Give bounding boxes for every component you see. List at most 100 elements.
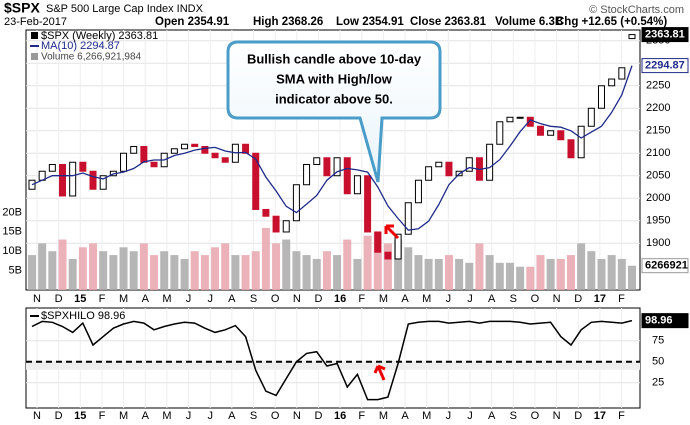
candle	[414, 179, 422, 204]
annotation: indicator above 50.	[275, 91, 393, 106]
annotation: Bullish candle above 10-day	[247, 51, 422, 66]
candle	[221, 157, 229, 163]
volume-bar	[577, 243, 586, 290]
candle	[69, 161, 77, 197]
x-tick-label: F	[358, 293, 365, 305]
volume-bar	[231, 255, 240, 290]
y-tick-label: 1950	[646, 215, 670, 227]
candle	[506, 116, 514, 123]
x-tick-label: J	[186, 410, 192, 422]
x-tick-label: A	[488, 293, 496, 305]
volume-bar	[28, 255, 36, 290]
y-tick-label: 2000	[646, 192, 670, 204]
volume-bar	[170, 255, 179, 290]
candle	[242, 143, 250, 154]
x-tick-label: 16	[334, 293, 346, 305]
x-tick-label: N	[293, 410, 301, 422]
header-stat: High 2368.26	[253, 16, 323, 28]
volume-bar	[292, 251, 301, 290]
callout	[226, 40, 442, 183]
indicator-panel	[25, 307, 641, 409]
date: 23-Feb-2017	[4, 16, 67, 28]
last-value-box	[641, 313, 689, 329]
volume-bar	[444, 255, 453, 290]
volume-bar	[373, 231, 382, 290]
x-tick-label: J	[467, 410, 473, 422]
candle	[252, 152, 260, 210]
ma-line	[31, 65, 633, 231]
x-tick-label: S	[250, 293, 257, 305]
x-tick-label: N	[553, 410, 561, 422]
volume-bar	[363, 235, 372, 290]
volume-bar	[587, 251, 596, 290]
x-tick-label: N	[553, 293, 561, 305]
volume-bar	[119, 247, 128, 290]
volume-bar	[597, 258, 606, 290]
x-tick-label: J	[207, 410, 213, 422]
x-tick-label: J	[186, 293, 192, 305]
header-stat: Open 2354.91	[155, 16, 230, 28]
candle	[547, 130, 555, 136]
y-tick-label: 25	[652, 377, 664, 389]
candle	[618, 67, 626, 80]
candle	[130, 146, 138, 154]
x-tick-label: M	[422, 293, 431, 305]
candle	[404, 202, 412, 235]
volume-bar	[99, 251, 108, 290]
x-tick-label: A	[142, 410, 150, 422]
volume-bar	[160, 251, 169, 290]
candle	[48, 163, 56, 172]
x-tick-label: M	[379, 293, 388, 305]
candle	[445, 161, 453, 177]
header-stat: Chg +12.65 (+0.54%)	[556, 16, 667, 28]
candle	[99, 175, 107, 190]
legend: $SPXHILO 98.96	[41, 310, 125, 322]
y-tick-label: 75	[652, 335, 664, 347]
candle	[526, 116, 534, 127]
x-tick-label: 15	[74, 293, 86, 305]
candle	[262, 208, 270, 217]
volume-bar	[200, 255, 209, 290]
candle	[333, 157, 341, 177]
last-value-label: 6266921	[645, 260, 688, 272]
candle	[374, 231, 382, 253]
header-stat: Low 2354.91	[336, 16, 404, 28]
x-tick-label: O	[531, 410, 540, 422]
candle	[303, 163, 311, 186]
candle	[567, 139, 575, 159]
title: $SPX	[4, 0, 40, 16]
volume-bar	[465, 262, 474, 290]
x-tick-label: N	[293, 293, 301, 305]
volume-bar	[424, 258, 433, 290]
candle	[394, 233, 402, 260]
x-tick-label: D	[314, 293, 322, 305]
volume-tick-label: 20B	[2, 206, 22, 218]
y-tick-label: 2200	[646, 102, 670, 114]
x-tick-label: D	[574, 410, 582, 422]
volume-bar	[241, 255, 250, 290]
volume-bar	[211, 247, 220, 290]
arrow	[373, 364, 386, 381]
volume-bar	[383, 243, 392, 290]
volume-tick-label: 15B	[2, 226, 22, 238]
candle	[465, 157, 473, 172]
y-tick-label: 2050	[646, 170, 670, 182]
candle	[292, 184, 300, 222]
volume-bar	[129, 251, 138, 290]
x-tick-label: S	[510, 410, 517, 422]
volume-bar	[455, 258, 464, 290]
volume-bar	[221, 243, 230, 290]
volume-bar	[78, 247, 87, 290]
volume-bar	[58, 239, 67, 290]
volume-bar	[150, 255, 159, 290]
volume-bar	[536, 255, 545, 290]
candle	[140, 146, 148, 163]
last-value-label: 98.96	[645, 315, 673, 327]
candle	[323, 157, 331, 177]
y-tick-label: 50	[652, 356, 664, 368]
candle	[28, 179, 36, 190]
candle	[191, 143, 199, 148]
header-stat: Volume 6.3B	[495, 16, 563, 28]
legend: MA(10) 2294.87	[41, 40, 120, 52]
